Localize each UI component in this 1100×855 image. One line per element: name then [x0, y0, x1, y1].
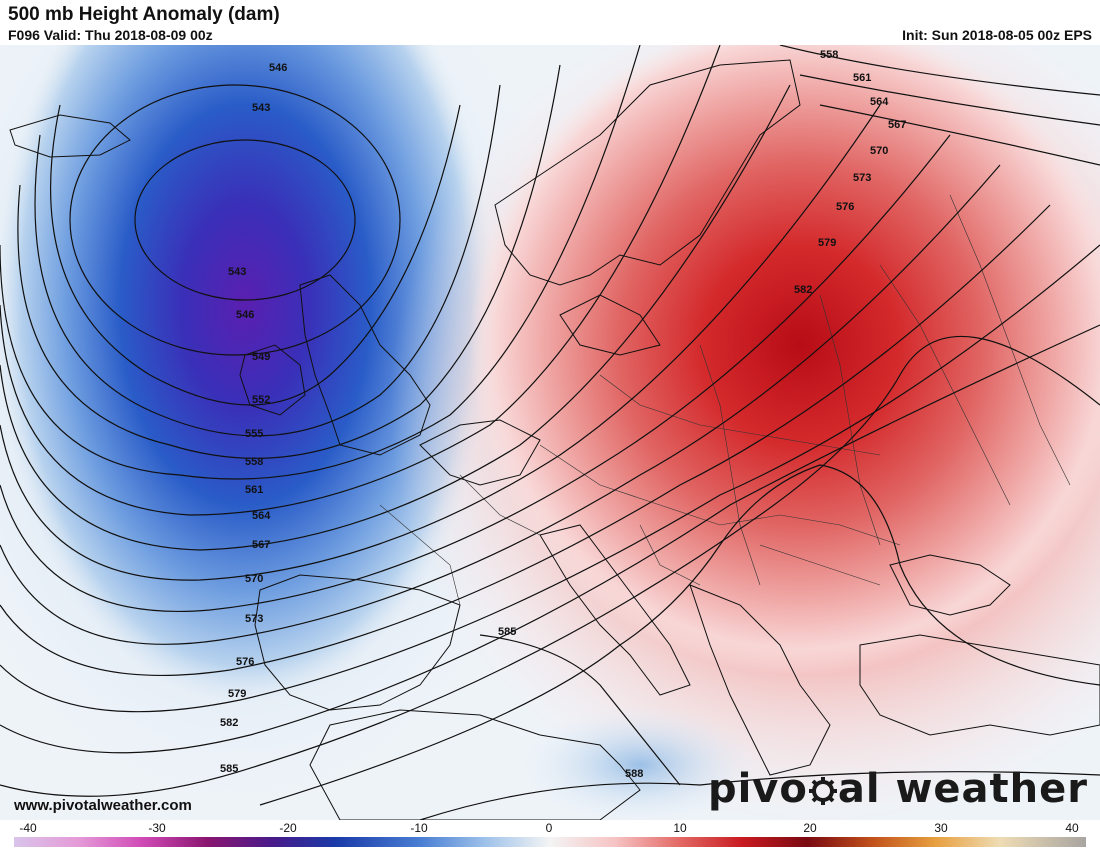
contour-label: 558 [820, 49, 838, 61]
britain-coast [299, 274, 431, 456]
gear-icon [808, 777, 837, 805]
iceland-coast [9, 114, 131, 158]
height-contours [0, 45, 1100, 820]
contour-label: 555 [245, 428, 263, 440]
contour-label: 573 [245, 613, 263, 625]
contour-label: 546 [236, 309, 254, 321]
coastlines [9, 59, 1100, 820]
contour-543 [134, 139, 356, 301]
colorbar: -40 -30 -20 -10 0 10 20 30 40 [0, 820, 1100, 850]
map-panel: 546 543 543 546 549 552 555 558 561 564 … [0, 45, 1100, 820]
brand-text-part1: pivo [707, 766, 808, 812]
colorbar-tick: 0 [546, 821, 553, 835]
contour-label-group: 546 543 543 546 549 552 555 558 561 564 … [220, 49, 906, 780]
contour-label: 582 [220, 717, 238, 729]
contour-label: 567 [888, 119, 906, 131]
positive-anomaly-core [470, 45, 1100, 675]
colorbar-gradient [14, 837, 1086, 847]
contour-label: 570 [245, 573, 263, 585]
anomaly-map: 546 543 543 546 549 552 555 558 561 564 … [0, 45, 1100, 820]
contour-label: 579 [818, 237, 836, 249]
contour-label: 588 [625, 768, 643, 780]
contour-label: 567 [252, 539, 270, 551]
contour-label: 576 [236, 656, 254, 668]
contour-label: 579 [228, 688, 246, 700]
contour-label: 564 [870, 96, 889, 108]
borders [379, 194, 1071, 606]
colorbar-svg: -40 -30 -20 -10 0 10 20 30 40 [14, 821, 1086, 847]
contour-label: 558 [245, 456, 263, 468]
negative-anomaly-core [0, 45, 495, 705]
contour-label: 576 [836, 201, 854, 213]
ireland-coast [239, 344, 306, 416]
website-label: www.pivotalweather.com [14, 797, 192, 814]
contour-label: 585 [220, 763, 238, 775]
north-africa-coast [309, 709, 641, 820]
valid-time: F096 Valid: Thu 2018-08-09 00z [8, 27, 213, 43]
contour-label: 570 [870, 145, 888, 157]
init-time: Init: Sun 2018-08-05 00z EPS [902, 27, 1092, 43]
colorbar-tick: 30 [934, 821, 948, 835]
colorbar-tick: -30 [148, 821, 166, 835]
contour-label: 543 [228, 266, 246, 278]
brand-logo: pivo al weather [708, 766, 1088, 812]
scandinavia-coast [494, 59, 801, 286]
colorbar-tick: 20 [803, 821, 817, 835]
italy-coast [539, 524, 691, 696]
contour-546 [69, 84, 401, 356]
chart-title: 500 mb Height Anomaly (dam) [8, 4, 280, 25]
colorbar-ticks: -40 -30 -20 -10 0 10 20 30 40 [19, 821, 1079, 835]
iberia-coast [254, 574, 461, 711]
colorbar-tick: -20 [279, 821, 297, 835]
brand-text-part2: al weather [837, 766, 1088, 812]
colorbar-tick: -10 [410, 821, 428, 835]
benelux-coast [419, 419, 541, 486]
contour-label: 582 [794, 284, 812, 296]
contour-label: 564 [252, 510, 271, 522]
med-negative-anomaly [520, 705, 760, 820]
contour-label: 585 [498, 626, 516, 638]
turkey-coast [859, 634, 1100, 736]
contour-label: 549 [252, 351, 270, 363]
contour-label: 561 [853, 72, 871, 84]
balkans-coast [689, 584, 831, 776]
contour-label: 543 [252, 102, 270, 114]
black-sea-coast [889, 554, 1011, 616]
contour-label: 552 [252, 394, 270, 406]
contour-label: 546 [269, 62, 287, 74]
colorbar-tick: 10 [673, 821, 687, 835]
contour-label: 573 [853, 172, 871, 184]
contour-label: 561 [245, 484, 263, 496]
colorbar-tick: 40 [1065, 821, 1079, 835]
colorbar-tick: -40 [19, 821, 37, 835]
